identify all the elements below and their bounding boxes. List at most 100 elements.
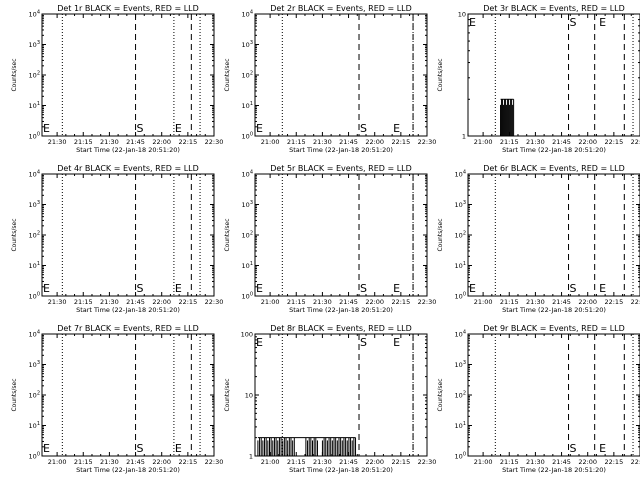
x-axis-label: Start Time (22-Jan-18 20:51:20) [289, 146, 393, 154]
x-axis-label: Start Time (22-Jan-18 20:51:20) [289, 466, 393, 474]
plot-title: Det 7r BLACK = Events, RED = LLD [57, 324, 199, 333]
y-tick-label: 101 [242, 261, 253, 270]
y-tick-label: 102 [455, 391, 466, 400]
y-tick-label: 100 [242, 132, 253, 141]
y-tick-label: 101 [29, 261, 40, 270]
start-marker-label: S [570, 442, 577, 455]
detector-plot: Det 2r BLACK = Events, RED = LLD10010110… [224, 4, 436, 154]
plot-frame [254, 173, 428, 297]
end-marker-label: E [175, 442, 182, 455]
detector-plot: Det 7r BLACK = Events, RED = LLD10010110… [11, 324, 223, 474]
y-tick-exponent: 0 [37, 132, 40, 138]
y-tick-exponent: 2 [37, 391, 40, 397]
detector-plot: Det 9r BLACK = Events, RED = LLD10010110… [437, 324, 640, 474]
start-marker-label: S [360, 336, 367, 349]
plot-frame [41, 13, 215, 137]
x-tick-label: 21:15 [74, 298, 93, 306]
x-tick-label: 21:30 [48, 138, 67, 146]
end-marker-label: E [469, 16, 476, 29]
end-marker-label: E [393, 336, 400, 349]
x-tick-label: 22:30 [205, 298, 224, 306]
x-tick-label: 21:45 [126, 458, 145, 466]
y-tick-label: 104 [29, 330, 40, 339]
y-axis-label: Counts/sec [437, 218, 444, 251]
y-tick-label: 103 [29, 40, 40, 49]
y-tick-label: 101 [455, 261, 466, 270]
x-tick-label: 21:30 [526, 138, 545, 146]
plot-frame [467, 333, 640, 457]
y-tick-label: 102 [29, 391, 40, 400]
plot-frame [41, 333, 215, 457]
x-tick-label: 22:15 [391, 458, 410, 466]
x-tick-label: 22:30 [418, 458, 437, 466]
y-tick-label: 102 [455, 231, 466, 240]
y-tick-label: 104 [242, 10, 253, 19]
x-tick-label: 21:45 [339, 138, 358, 146]
x-tick-label: 21:30 [48, 298, 67, 306]
y-tick-exponent: 4 [37, 10, 40, 16]
detector-plot: Det 1r BLACK = Events, RED = LLD10010110… [11, 4, 223, 154]
y-tick-exponent: 1 [37, 261, 40, 267]
y-tick-exponent: 1 [463, 261, 466, 267]
x-tick-label: 22:30 [205, 458, 224, 466]
x-tick-label: 22:30 [631, 458, 640, 466]
end-marker-label: E [256, 282, 263, 295]
start-marker-label: S [137, 122, 144, 135]
start-marker-label: S [570, 16, 577, 29]
end-marker-label: E [175, 282, 182, 295]
y-axis-label: Counts/sec [11, 378, 18, 411]
y-axis-label: Counts/sec [224, 218, 231, 251]
x-tick-label: 21:30 [100, 458, 119, 466]
y-tick-label: 102 [242, 231, 253, 240]
y-tick-exponent: 0 [463, 292, 466, 298]
x-tick-label: 22:00 [152, 298, 171, 306]
x-tick-label: 21:30 [100, 138, 119, 146]
x-tick-label: 21:00 [261, 458, 280, 466]
x-tick-label: 21:45 [552, 298, 571, 306]
x-tick-label: 21:15 [287, 298, 306, 306]
detector-plot: Det 5r BLACK = Events, RED = LLD10010110… [224, 164, 436, 314]
y-tick-exponent: 3 [250, 40, 253, 46]
y-tick-label: 100 [455, 292, 466, 301]
y-tick-exponent: 0 [37, 452, 40, 458]
x-tick-label: 22:00 [578, 298, 597, 306]
y-tick-label: 103 [242, 200, 253, 209]
x-tick-label: 22:15 [604, 138, 623, 146]
x-axis-label: Start Time (22-Jan-18 20:51:20) [76, 146, 180, 154]
y-tick-label: 102 [242, 71, 253, 80]
plot-frame [467, 173, 640, 297]
y-tick-label: 100 [455, 452, 466, 461]
y-tick-exponent: 3 [37, 40, 40, 46]
x-tick-label: 22:15 [604, 298, 623, 306]
start-marker-label: S [570, 282, 577, 295]
x-tick-label: 22:30 [205, 138, 224, 146]
y-axis-label: Counts/sec [224, 378, 231, 411]
y-tick-label: 103 [455, 360, 466, 369]
x-tick-label: 21:00 [48, 458, 67, 466]
x-tick-label: 22:00 [578, 138, 597, 146]
end-marker-label: E [599, 442, 606, 455]
x-tick-label: 21:30 [100, 298, 119, 306]
plot-title: Det 6r BLACK = Events, RED = LLD [483, 164, 625, 173]
y-tick-label: 104 [29, 170, 40, 179]
x-tick-label: 21:00 [261, 298, 280, 306]
x-tick-label: 21:45 [126, 298, 145, 306]
y-tick-exponent: 4 [37, 170, 40, 176]
end-marker-label: E [43, 442, 50, 455]
plot-title: Det 1r BLACK = Events, RED = LLD [57, 4, 199, 13]
x-tick-label: 21:45 [552, 138, 571, 146]
y-tick-label: 104 [455, 330, 466, 339]
x-tick-label: 21:00 [474, 138, 493, 146]
start-marker-label: S [137, 442, 144, 455]
x-tick-label: 21:15 [74, 138, 93, 146]
x-tick-label: 21:30 [313, 138, 332, 146]
x-tick-label: 22:30 [631, 298, 640, 306]
y-tick-label: 102 [29, 231, 40, 240]
start-marker-label: S [360, 282, 367, 295]
x-tick-label: 21:15 [74, 458, 93, 466]
plot-title: Det 5r BLACK = Events, RED = LLD [270, 164, 412, 173]
y-tick-exponent: 1 [250, 101, 253, 107]
y-tick-label: 1 [462, 133, 466, 141]
y-tick-label: 103 [242, 40, 253, 49]
y-tick-label: 101 [242, 101, 253, 110]
